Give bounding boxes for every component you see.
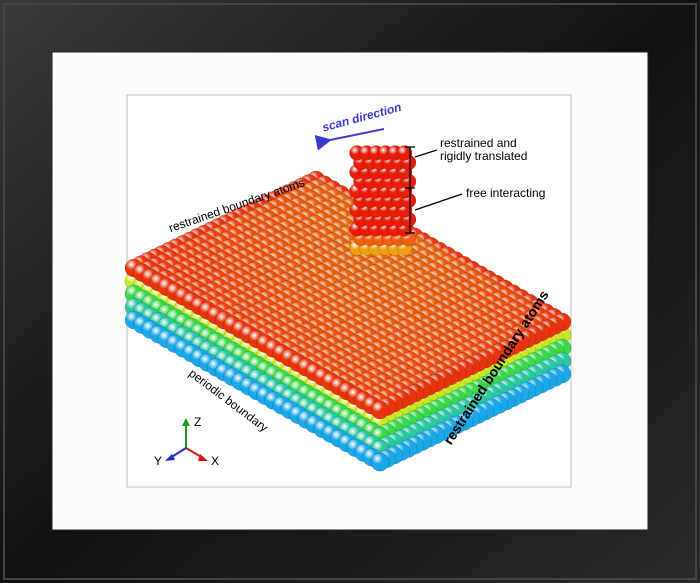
brackets	[405, 146, 463, 234]
axis-triad	[165, 418, 208, 461]
slab	[124, 170, 572, 472]
atom	[370, 400, 390, 420]
axis-y-label: Y	[154, 454, 162, 468]
axis-z-label: Z	[194, 415, 201, 429]
atom	[396, 145, 413, 161]
tip-lower-label: free interacting	[466, 186, 545, 200]
tip-upper-label: rigidly translated	[440, 149, 527, 163]
scan-arrow	[314, 128, 385, 151]
tip	[349, 145, 417, 256]
axis-x-label: X	[211, 454, 219, 468]
frame-edge	[3, 3, 697, 580]
tip-upper-label: restrained and	[440, 136, 517, 150]
atom	[370, 452, 390, 472]
